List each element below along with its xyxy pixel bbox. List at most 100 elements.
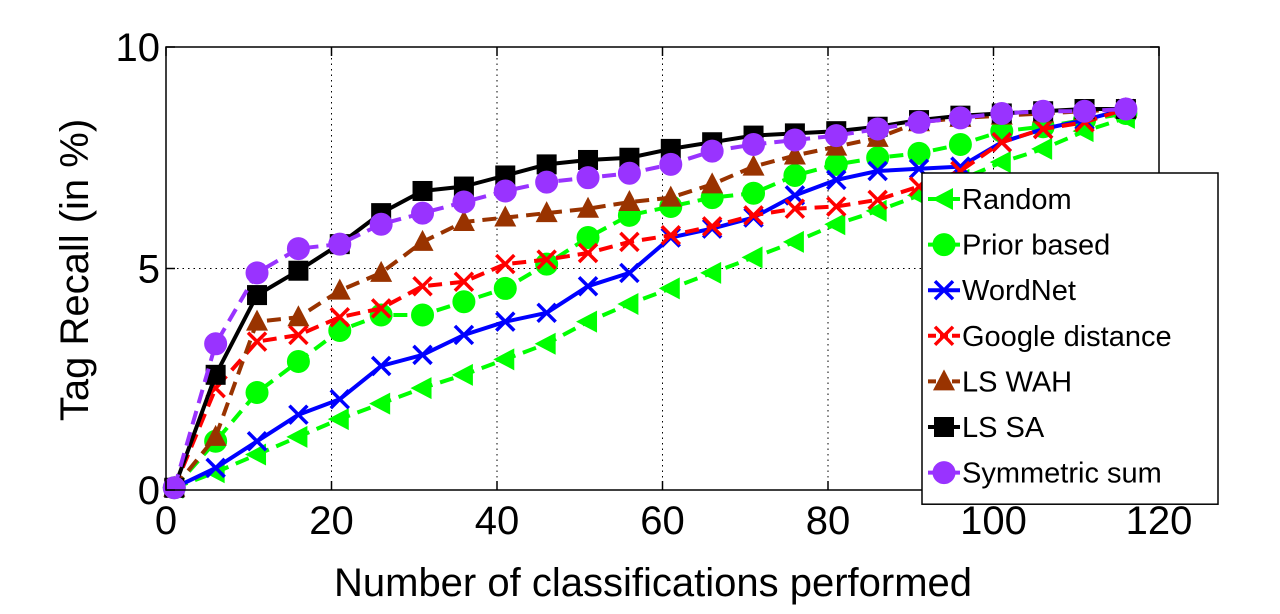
data-point-symmetric-sum xyxy=(535,170,559,194)
data-point-ls-wah xyxy=(370,260,393,282)
data-point-google-distance xyxy=(1032,118,1054,140)
data-point-wordnet xyxy=(288,404,309,425)
data-point-ls-sa xyxy=(660,138,681,159)
data-point-ls-sa xyxy=(205,364,226,385)
data-point-google-distance xyxy=(495,253,516,275)
data-point-ls-wah xyxy=(204,424,227,446)
data-point-symmetric-sum xyxy=(286,237,310,261)
legend-label-ls-sa: LS SA xyxy=(962,412,1045,444)
data-point-ls-wah xyxy=(659,185,682,207)
data-point-wordnet xyxy=(453,324,475,346)
data-point-ls-sa xyxy=(578,149,599,170)
data-point-random xyxy=(989,151,1011,174)
series-google-distance xyxy=(164,98,1137,499)
data-point-ls-wah xyxy=(535,201,558,223)
data-point-wordnet xyxy=(495,311,516,332)
data-point-google-distance xyxy=(743,205,764,226)
data-point-symmetric-sum xyxy=(576,166,600,190)
x-tick-label: 120 xyxy=(1126,499,1193,543)
x-tick-label: 60 xyxy=(640,499,685,543)
x-tick-label: 0 xyxy=(155,499,177,543)
series-symmetric-sum xyxy=(162,97,1138,500)
data-point-ls-wah xyxy=(618,190,641,212)
legend-label-google-distance: Google distance xyxy=(962,321,1172,353)
data-point-ls-sa xyxy=(412,180,433,201)
data-point-wordnet xyxy=(246,431,268,452)
data-point-symmetric-sum xyxy=(1031,99,1055,123)
data-point-ls-wah xyxy=(411,229,434,251)
y-tick-label: 0 xyxy=(138,469,160,513)
data-point-google-distance xyxy=(246,331,268,352)
data-point-ls-sa xyxy=(247,285,268,306)
x-tick-label: 100 xyxy=(960,499,1027,543)
data-point-prior-based xyxy=(783,163,807,187)
data-point-wordnet xyxy=(536,302,557,324)
data-point-prior-based xyxy=(411,303,435,327)
data-point-symmetric-sum xyxy=(1114,97,1138,121)
data-point-random xyxy=(245,443,267,466)
data-point-wordnet xyxy=(329,388,351,410)
data-point-symmetric-sum xyxy=(1073,99,1097,123)
data-point-google-distance xyxy=(619,231,640,253)
data-point-random xyxy=(782,230,804,253)
series-layer xyxy=(162,97,1138,500)
legend-label-random: Random xyxy=(962,184,1072,216)
data-point-symmetric-sum xyxy=(742,132,766,156)
data-point-ls-wah xyxy=(701,172,724,194)
data-point-random xyxy=(741,246,763,269)
legend-item-symmetric-sum: Symmetric sum xyxy=(928,458,1162,490)
data-point-random xyxy=(493,348,515,371)
data-point-random xyxy=(658,277,680,300)
legend-label-symmetric-sum: Symmetric sum xyxy=(962,458,1162,490)
legend-marker-wordnet xyxy=(933,279,955,301)
series-random xyxy=(162,106,1135,499)
data-point-random xyxy=(534,332,556,355)
data-point-random xyxy=(576,310,598,333)
legend-item-ls-sa: LS SA xyxy=(928,412,1045,444)
legend-item-ls-wah: LS WAH xyxy=(928,366,1072,398)
data-point-wordnet xyxy=(370,355,392,377)
data-point-prior-based xyxy=(907,141,931,165)
data-point-prior-based xyxy=(452,290,476,314)
data-point-prior-based xyxy=(576,225,600,249)
data-point-symmetric-sum xyxy=(369,212,393,236)
data-point-random xyxy=(286,425,308,448)
x-axis-label: Number of classifications performed xyxy=(334,561,972,605)
data-point-google-distance xyxy=(826,196,847,217)
data-point-random xyxy=(700,261,722,284)
y-axis-label: Tag Recall (in %) xyxy=(53,119,97,421)
data-point-wordnet xyxy=(412,344,433,366)
data-point-symmetric-sum xyxy=(948,106,972,130)
data-point-prior-based xyxy=(535,252,559,276)
data-point-ls-wah xyxy=(287,305,310,327)
legend-marker-symmetric-sum xyxy=(932,461,956,485)
legend-label-wordnet: WordNet xyxy=(962,275,1076,307)
data-point-random xyxy=(617,292,639,315)
data-point-random xyxy=(1031,137,1053,160)
legend-label-prior-based: Prior based xyxy=(962,230,1110,262)
data-point-prior-based xyxy=(245,381,269,405)
data-point-symmetric-sum xyxy=(452,190,476,214)
data-point-google-distance xyxy=(660,225,682,246)
legend-marker-random xyxy=(932,188,953,210)
legend-item-random: Random xyxy=(928,184,1072,216)
data-point-symmetric-sum xyxy=(866,117,890,141)
data-point-ls-wah xyxy=(742,154,765,176)
y-tick-label: 5 xyxy=(138,248,160,292)
data-point-symmetric-sum xyxy=(245,261,269,285)
data-point-random xyxy=(451,363,473,386)
data-point-google-distance xyxy=(329,306,351,328)
data-point-ls-wah xyxy=(783,143,806,165)
data-point-symmetric-sum xyxy=(824,124,848,148)
data-point-google-distance xyxy=(453,271,475,293)
legend-marker-google-distance xyxy=(933,325,955,347)
data-point-prior-based xyxy=(948,132,972,156)
legend-marker-prior-based xyxy=(932,233,956,257)
data-point-ls-wah xyxy=(452,209,475,231)
data-point-wordnet xyxy=(826,169,847,191)
data-point-google-distance xyxy=(577,242,599,264)
series-line-random xyxy=(173,115,1127,490)
data-point-symmetric-sum xyxy=(990,101,1014,125)
y-tick-label: 10 xyxy=(116,26,161,70)
